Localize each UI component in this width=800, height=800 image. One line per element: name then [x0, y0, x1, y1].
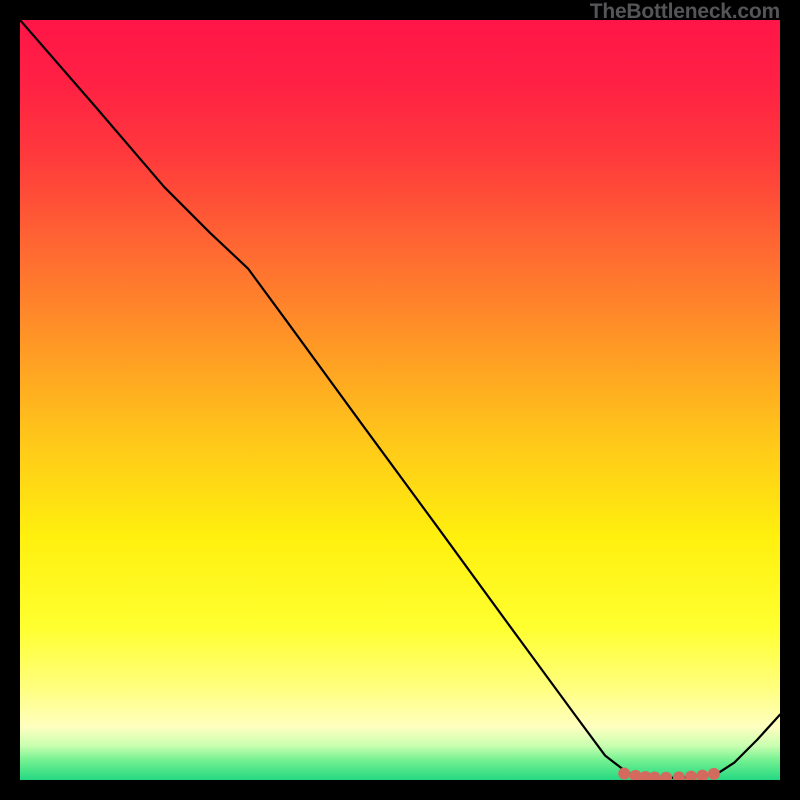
plot-area — [20, 20, 780, 780]
gradient-background — [20, 20, 780, 780]
chart-outer-frame: TheBottleneck.com — [0, 0, 800, 800]
watermark-text: TheBottleneck.com — [590, 0, 780, 24]
